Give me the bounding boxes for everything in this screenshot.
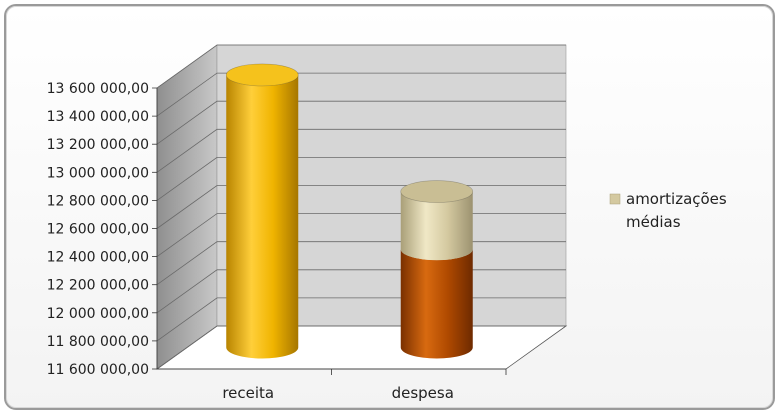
y-tick-label: 11 800 000,00 — [47, 334, 149, 350]
bar-despesa-base-body — [400, 249, 473, 359]
gridline — [156, 72, 566, 117]
y-tick-label: 12 800 000,00 — [47, 193, 149, 209]
y-axis: 11 600 000,00 11 800 000,00 12 000 000,00 1… — [47, 81, 158, 378]
y-tick-label: 13 400 000,00 — [47, 109, 149, 125]
chart-frame: 11 600 000,00 11 800 000,00 12 000 000,00 1… — [4, 4, 775, 410]
bar-chart: 11 600 000,00 11 800 000,00 12 000 000,00 1… — [47, 44, 727, 402]
x-axis: receita despesa — [157, 368, 507, 402]
legend-label-line-2: médias — [626, 213, 681, 231]
bar-receita-base-top — [225, 63, 299, 87]
y-tick-label: 12 400 000,00 — [47, 250, 149, 266]
legend-label-line-1: amortizações — [626, 190, 727, 208]
bar-receita-base-body — [226, 74, 299, 359]
plot-floor — [155, 325, 568, 370]
y-tick-label: 12 600 000,00 — [47, 222, 149, 238]
gridline — [156, 156, 566, 201]
bar-receita-base — [225, 63, 299, 359]
x-category-label-despesa: despesa — [392, 384, 454, 402]
gridline — [156, 100, 566, 145]
plot-walls — [155, 44, 568, 370]
y-tick-label: 13 200 000,00 — [47, 137, 149, 153]
y-tick-label: 12 000 000,00 — [47, 306, 149, 322]
bars — [225, 63, 474, 359]
gridline — [156, 128, 566, 173]
bar-despesa-amortizacoes-top — [400, 180, 474, 203]
legend: amortizações médias — [609, 190, 727, 231]
gridline — [156, 44, 566, 89]
y-tick-label: 13 000 000,00 — [47, 165, 149, 181]
y-tick-label: 13 600 000,00 — [47, 81, 149, 97]
bar-despesa-base — [400, 249, 473, 359]
y-tick-label: 11 600 000,00 — [47, 362, 149, 378]
y-tick-label: 12 200 000,00 — [47, 278, 149, 294]
bar-despesa-amortizacoes-body — [400, 191, 473, 261]
bar-despesa-amortizacoes — [400, 180, 474, 261]
x-category-label-receita: receita — [222, 384, 274, 402]
legend-swatch-amortizacoes-medias — [609, 193, 621, 205]
